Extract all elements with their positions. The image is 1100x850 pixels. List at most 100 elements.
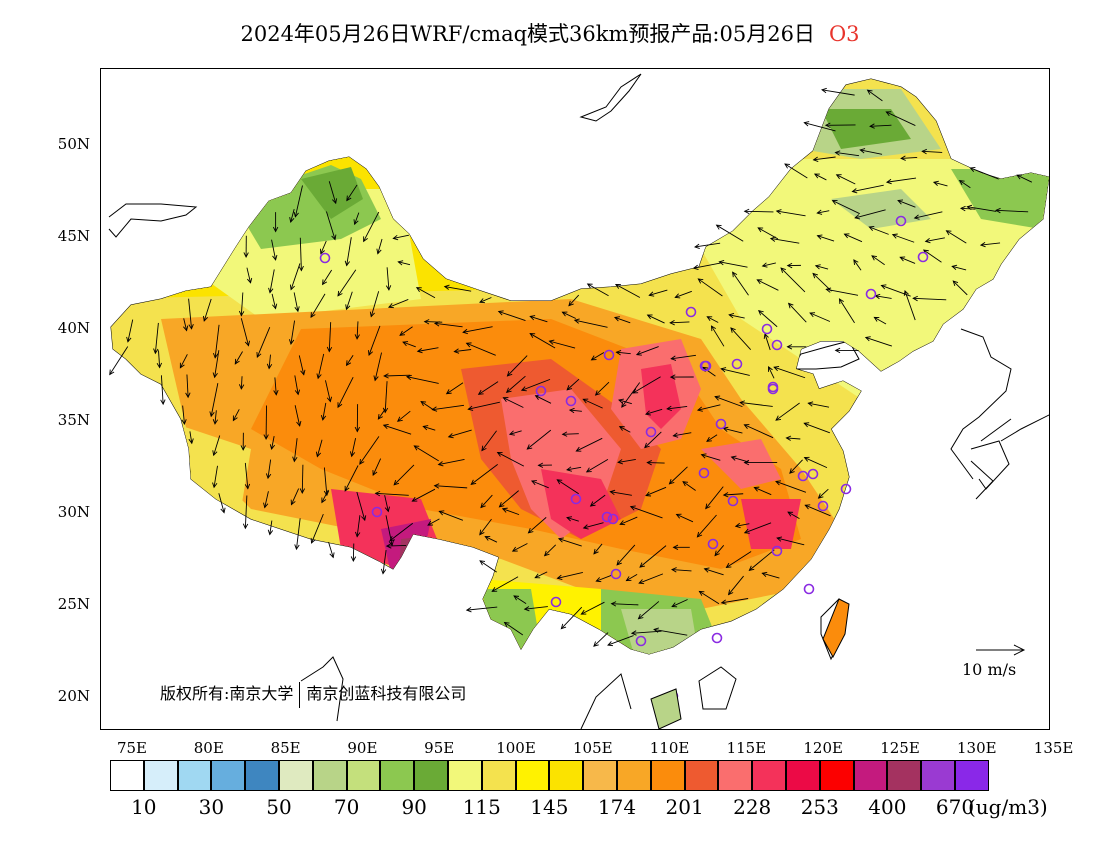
wind-vector-head [668, 479, 675, 485]
legend-swatch [853, 760, 888, 791]
wind-vector-head [556, 479, 563, 485]
wind-vector [269, 520, 273, 535]
wind-vector [562, 311, 577, 319]
wind-vector-head [267, 529, 274, 536]
wind-vector [535, 395, 552, 404]
wind-vector [218, 493, 225, 513]
wind-vector [702, 366, 716, 377]
wind-vector-head [355, 531, 361, 538]
wind-vector [839, 298, 855, 324]
wind-vector-head [803, 456, 810, 462]
wind-vector [509, 430, 522, 435]
wind-vector-head [423, 319, 430, 325]
wind-vector [384, 381, 388, 413]
wind-vector [232, 409, 240, 421]
wind-vector-head [529, 315, 536, 321]
station-marker [607, 513, 619, 525]
wind-vector-head [575, 446, 582, 452]
wind-vector-head [859, 148, 866, 154]
wind-vector [502, 508, 520, 516]
wind-vector [463, 326, 493, 333]
station-marker [550, 596, 562, 608]
wind-vector [768, 366, 775, 379]
wind-vector-head [465, 342, 472, 348]
wind-vector-head [821, 87, 827, 94]
wind-vector [593, 543, 603, 555]
wind-vector-head [212, 352, 219, 359]
wind-vector-key: 10 m/s [962, 640, 1042, 684]
wind-vector [497, 452, 525, 467]
station-marker [535, 385, 547, 397]
wind-vector-head [497, 310, 504, 316]
wind-vector-head [289, 284, 295, 291]
wind-vector-head [420, 400, 427, 407]
wind-vector-head [465, 607, 472, 613]
wind-vector-head [272, 254, 278, 261]
wind-vector-head [242, 523, 249, 530]
wind-vector-head [715, 224, 722, 230]
wind-vector-head [632, 388, 639, 394]
wind-vector [432, 404, 465, 411]
wind-vector-head [243, 252, 249, 258]
wind-vector-head [646, 314, 653, 320]
wind-vector [213, 435, 221, 456]
wind-vector [701, 454, 721, 461]
wind-vector-head [897, 199, 904, 205]
legend-swatch [684, 760, 719, 791]
wind-vector-head [445, 389, 452, 395]
wind-vector-head [345, 304, 351, 311]
wind-vector-head [843, 233, 850, 239]
legend-swatch [448, 760, 482, 791]
wind-vector-head [415, 287, 422, 293]
wind-vector-head [763, 332, 769, 339]
wind-vector-head [644, 410, 651, 416]
wind-vector [721, 368, 750, 376]
wind-vector-head [607, 641, 614, 647]
wind-vector-head [966, 204, 973, 211]
wind-vector [434, 322, 463, 328]
wind-vector [611, 603, 639, 606]
wind-vector [754, 487, 772, 496]
wind-vector-head [720, 367, 727, 373]
wind-vector-head [292, 456, 298, 463]
wind-vector [764, 333, 771, 351]
wind-vector [158, 350, 161, 368]
wind-vector-head [831, 200, 838, 205]
wind-vector-head [294, 544, 300, 551]
wind-vector-head [700, 453, 707, 459]
wind-vector [729, 314, 745, 319]
wind-vector [534, 571, 548, 579]
wind-vector-head [481, 445, 487, 452]
wind-vector [363, 211, 380, 242]
wind-vector-head [480, 502, 486, 509]
wind-vector-head [212, 372, 218, 379]
wind-vector-head [502, 397, 509, 402]
station-markers [319, 215, 929, 702]
wind-vector-head [912, 295, 918, 302]
wind-vector [619, 516, 638, 525]
wind-vector [946, 230, 967, 244]
wind-vector-head [359, 458, 365, 465]
wind-vector [682, 481, 696, 491]
wind-vector [470, 463, 498, 485]
wind-vector [586, 458, 609, 473]
wind-vector [649, 289, 668, 296]
wind-vector [299, 237, 302, 271]
wind-vector [855, 209, 886, 219]
wind-key-arrow-icon [976, 644, 1026, 656]
wind-vector [386, 544, 407, 547]
species-label: O3 [828, 22, 860, 46]
wind-vector-head [789, 468, 795, 474]
wind-vector-head [427, 520, 434, 526]
wind-vector [337, 376, 354, 408]
legend-tick-label: 90 [401, 795, 427, 819]
station-marker [840, 483, 852, 495]
wind-vector [675, 290, 692, 298]
wind-vector-head [899, 256, 906, 262]
wind-vector [393, 464, 415, 486]
lat-label: 30N [57, 503, 90, 521]
wind-vector [595, 381, 610, 396]
station-marker [601, 511, 613, 523]
wind-vector-head [761, 571, 768, 577]
lon-label: 130E [957, 739, 997, 757]
